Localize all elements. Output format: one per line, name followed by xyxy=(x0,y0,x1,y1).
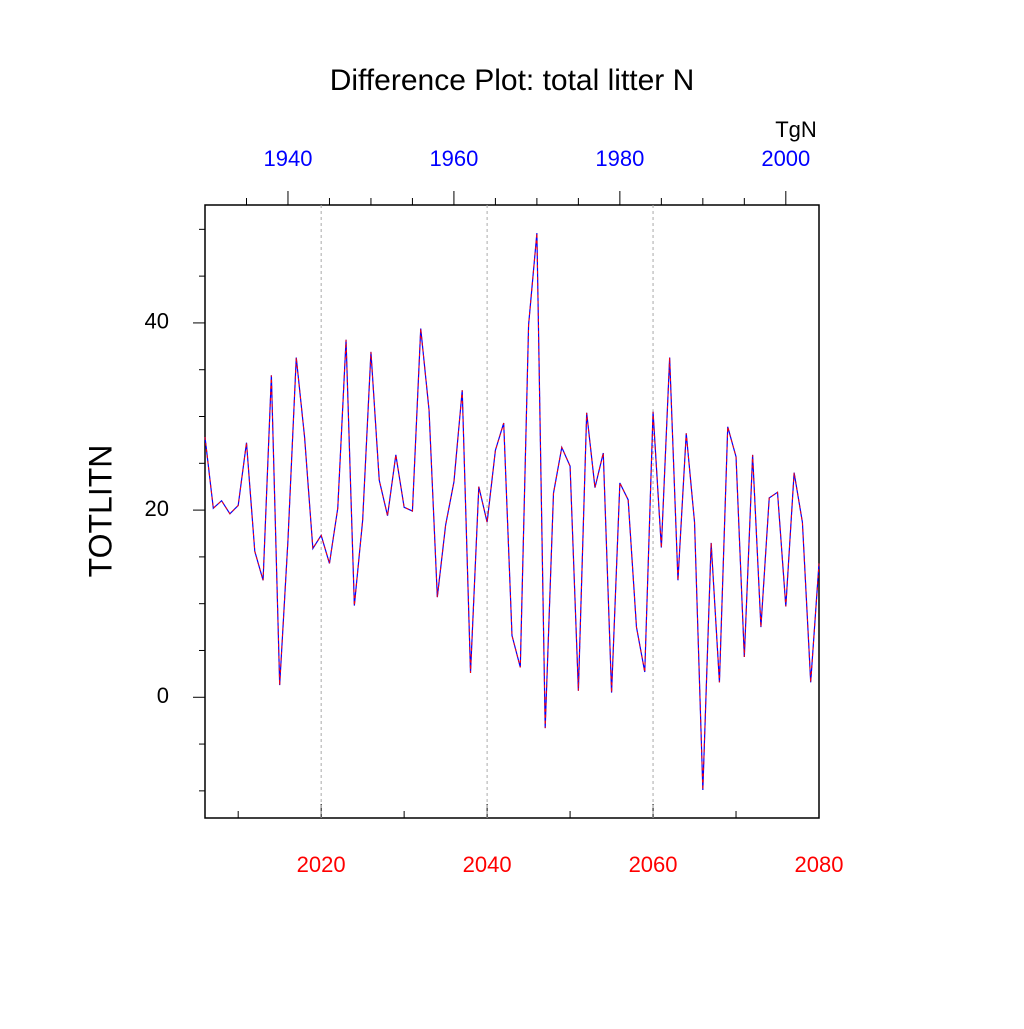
y-tick-label: 20 xyxy=(145,496,169,521)
y-axis-label: TOTLITN xyxy=(82,445,118,578)
chart-title: Difference Plot: total litter N xyxy=(330,64,695,97)
y-tick-label: 0 xyxy=(157,683,169,708)
y-tick-label: 40 xyxy=(145,309,169,334)
x2-tick-label: 1960 xyxy=(429,146,478,171)
x-tick-label: 2060 xyxy=(629,852,678,877)
series-line-dash xyxy=(204,233,820,790)
x-tick-label: 2020 xyxy=(297,852,346,877)
x-tick-label: 2040 xyxy=(463,852,512,877)
x2-tick-label: 1980 xyxy=(595,146,644,171)
x2-tick-label: 2000 xyxy=(761,146,810,171)
top-axis-label: TgN xyxy=(775,117,817,142)
series-line xyxy=(204,233,820,790)
plot-frame xyxy=(204,204,820,819)
x2-tick-label: 1940 xyxy=(263,146,312,171)
x-tick-label: 2080 xyxy=(795,852,844,877)
